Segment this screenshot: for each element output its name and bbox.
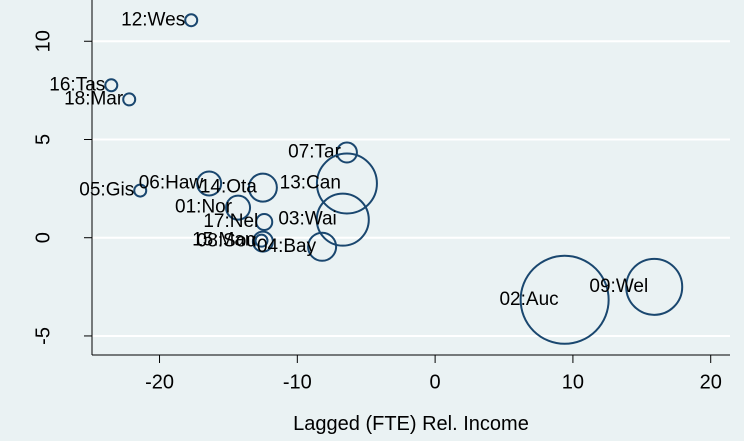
- bubble: [625, 257, 684, 316]
- bubble: [335, 141, 358, 164]
- point-label: 15:Man: [192, 230, 255, 251]
- point-label: 04:Bay: [257, 236, 317, 257]
- point-label: 08:Sou: [197, 231, 257, 252]
- bubble: [255, 212, 274, 231]
- x-tick-label: 10: [562, 371, 584, 393]
- x-tick-label: 0: [430, 371, 441, 393]
- x-tick-label: -10: [283, 371, 312, 393]
- bubble: [519, 254, 610, 345]
- point-label: 14:Ota: [200, 177, 257, 198]
- point-label: 06:Haw: [139, 173, 204, 194]
- bubble: [196, 170, 223, 197]
- x-axis-label: Lagged (FTE) Rel. Income: [293, 413, 529, 435]
- y-tick-label: 0: [32, 232, 54, 243]
- bubble: [251, 230, 274, 253]
- point-label: 07:Tar: [288, 141, 341, 162]
- bubble: [104, 78, 119, 93]
- bubble: [122, 92, 137, 107]
- bubble: [254, 233, 269, 248]
- bubble: [184, 13, 199, 28]
- bubble: [225, 194, 252, 221]
- point-label: 01:Nor: [175, 197, 233, 218]
- point-label: 13:Can: [280, 173, 341, 194]
- point-label: 16:Tas: [49, 74, 105, 95]
- point-label: 02:Auc: [499, 289, 558, 310]
- point-label: 03:Wai: [278, 209, 336, 230]
- point-label: 12:Wes: [121, 9, 185, 30]
- point-label: 09:Wel: [589, 276, 648, 297]
- bubble: [315, 192, 370, 247]
- bubble: [307, 231, 338, 262]
- bubble: [133, 183, 148, 198]
- point-label: 18:Mar: [64, 88, 124, 109]
- x-tick-label: -20: [145, 371, 174, 393]
- bubble: [315, 152, 378, 215]
- point-label: 05:Gis: [79, 180, 134, 201]
- x-tick-label: 20: [700, 371, 722, 393]
- y-tick-label: -5: [32, 327, 54, 345]
- point-label: 17:Nel: [203, 211, 258, 232]
- bubble: [247, 172, 278, 203]
- y-tick-label: 10: [32, 30, 54, 52]
- y-tick-label: 5: [32, 134, 54, 145]
